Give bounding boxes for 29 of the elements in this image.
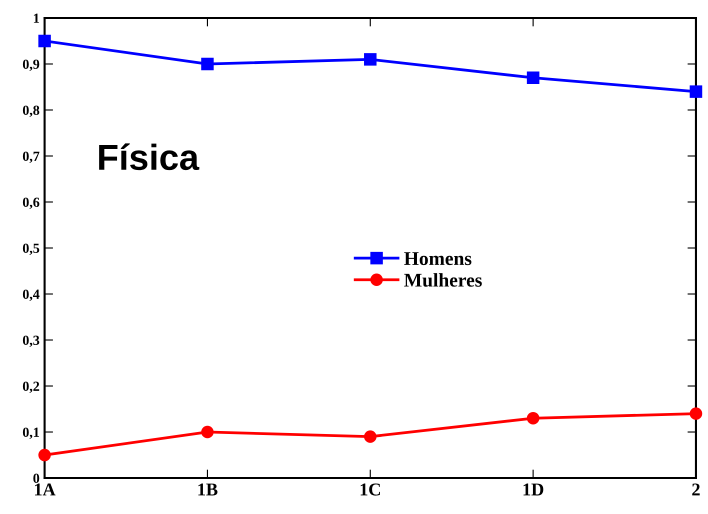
y-tick-label: 0 — [33, 474, 40, 483]
point — [690, 407, 702, 420]
y-tick-label: 0,4 — [22, 290, 40, 301]
y-tick-label: 0,6 — [22, 198, 40, 209]
point — [201, 426, 214, 438]
y-tick-label: 0,3 — [22, 336, 40, 347]
y-tick-label: 0,7 — [22, 152, 40, 163]
point — [364, 430, 377, 443]
point — [526, 412, 540, 424]
x-tick-label: 1B — [198, 483, 218, 496]
x-tick-label: 1A — [35, 483, 56, 496]
legend-label: Homens — [404, 252, 472, 266]
y-tick-label: 0,8 — [22, 106, 40, 117]
point — [690, 85, 702, 98]
x-tick-label: 1C — [360, 483, 380, 496]
x-tick-label: 2 — [692, 483, 700, 496]
y-tick-label: 1 — [34, 14, 40, 23]
point — [201, 58, 214, 70]
x-tick-label: 1D — [524, 483, 544, 496]
point — [38, 448, 51, 462]
legend-label: Mulheres — [404, 273, 482, 287]
point — [526, 72, 540, 84]
point — [38, 34, 51, 48]
point — [364, 53, 377, 66]
y-tick-label: 0,9 — [22, 60, 40, 71]
y-tick-label: 0,1 — [22, 428, 40, 439]
y-tick-label: 0,2 — [22, 382, 40, 393]
y-tick-label: 0,5 — [22, 244, 40, 255]
annotation: Física — [99, 143, 200, 170]
